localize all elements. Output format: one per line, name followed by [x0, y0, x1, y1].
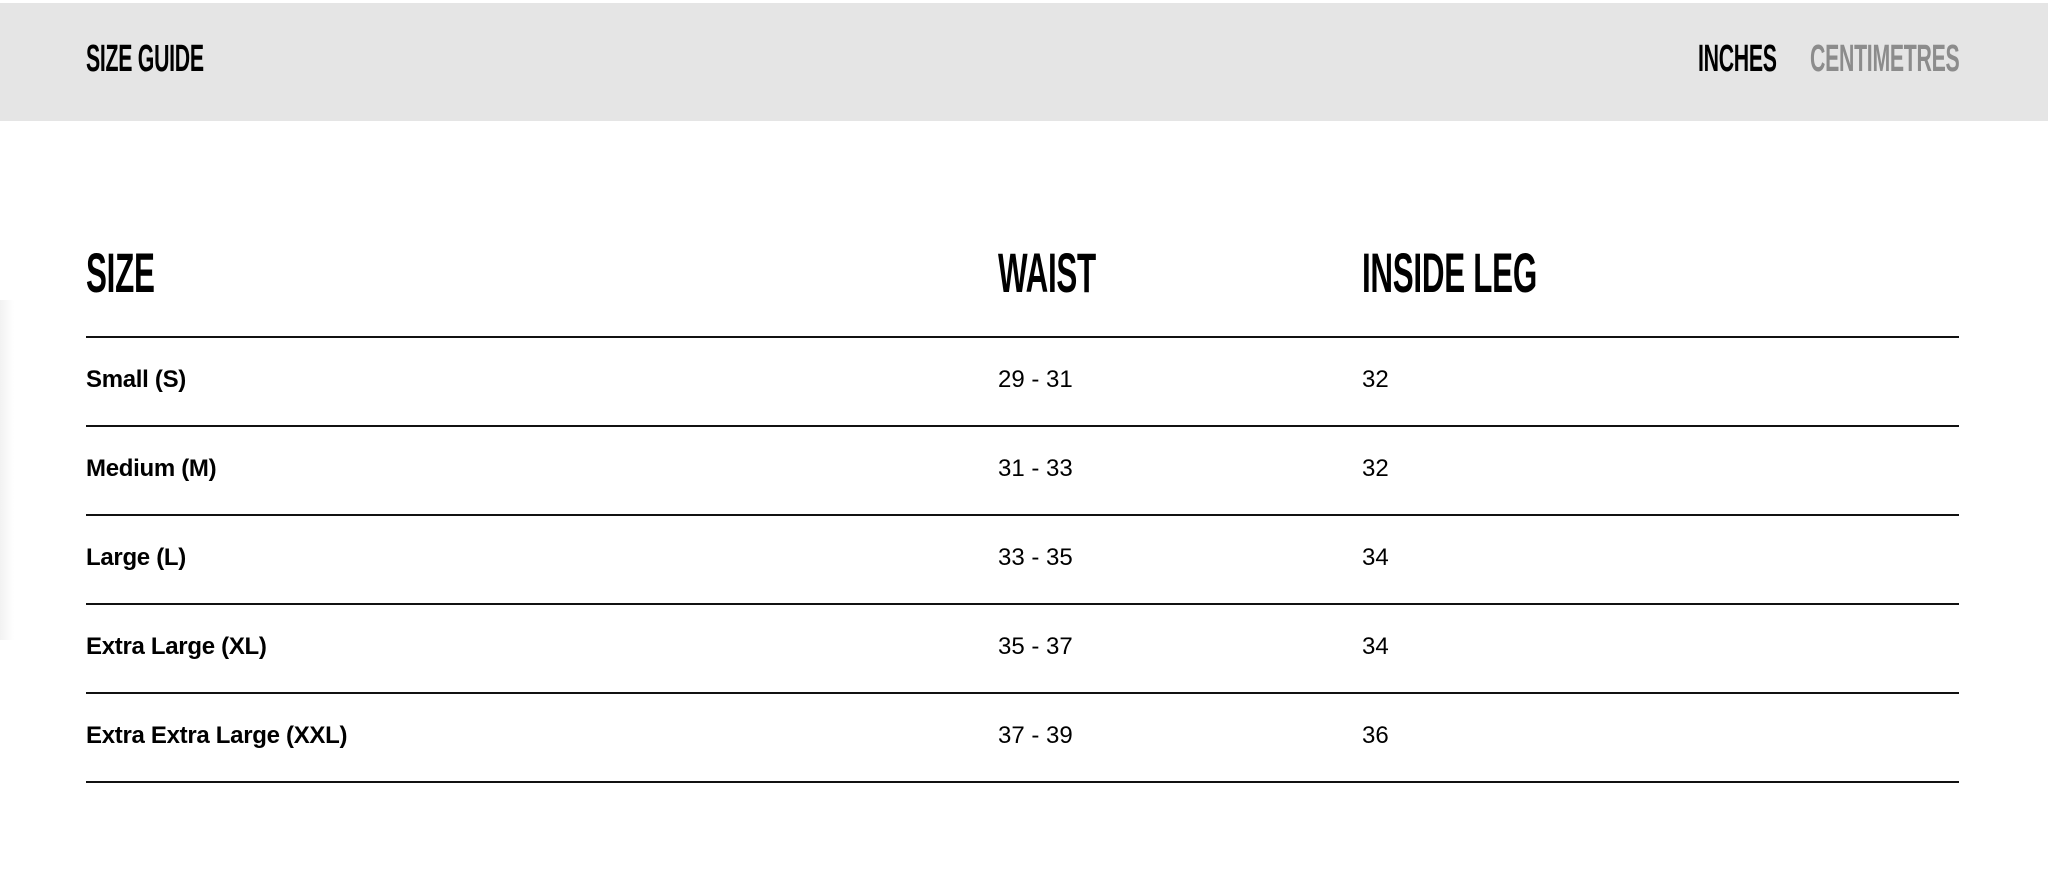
- unit-toggle-inches[interactable]: INCHES: [1698, 38, 1777, 80]
- size-guide-header: SIZE GUIDE INCHES CENTIMETRES: [0, 3, 2048, 121]
- column-header-inside-leg: INSIDE LEG: [1362, 241, 1537, 304]
- waist-cell: 29 - 31: [998, 366, 1073, 393]
- waist-cell: 31 - 33: [998, 455, 1073, 482]
- row-divider: [86, 425, 1959, 427]
- unit-toggle-centimetres[interactable]: CENTIMETRES: [1810, 38, 1960, 80]
- column-header-size: SIZE: [86, 241, 155, 304]
- row-divider: [86, 514, 1959, 516]
- waist-cell: 33 - 35: [998, 544, 1073, 571]
- size-cell: Small (S): [86, 366, 186, 393]
- waist-cell: 37 - 39: [998, 722, 1073, 749]
- size-cell: Medium (M): [86, 455, 217, 482]
- size-cell: Large (L): [86, 544, 186, 571]
- left-edge-shadow: [0, 300, 14, 640]
- column-header-waist: WAIST: [998, 241, 1096, 304]
- inside-leg-cell: 34: [1362, 633, 1389, 660]
- waist-cell: 35 - 37: [998, 633, 1073, 660]
- row-divider: [86, 781, 1959, 783]
- size-cell: Extra Large (XL): [86, 633, 267, 660]
- header-divider: [86, 336, 1959, 338]
- inside-leg-cell: 34: [1362, 544, 1389, 571]
- row-divider: [86, 603, 1959, 605]
- inside-leg-cell: 36: [1362, 722, 1389, 749]
- inside-leg-cell: 32: [1362, 366, 1389, 393]
- inside-leg-cell: 32: [1362, 455, 1389, 482]
- page-title: SIZE GUIDE: [86, 38, 204, 80]
- row-divider: [86, 692, 1959, 694]
- size-cell: Extra Extra Large (XXL): [86, 722, 348, 749]
